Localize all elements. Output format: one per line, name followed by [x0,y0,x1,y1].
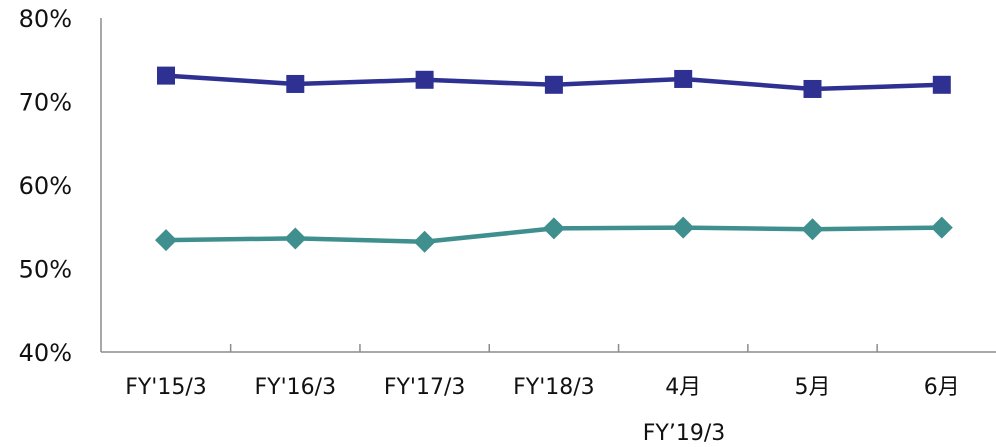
diamond-marker [931,217,953,239]
square-marker [545,76,563,94]
y-tick-label: 80% [19,5,72,33]
x-tick-label: 5月 [795,375,831,400]
x-axis-group-label: FY’19/3 [643,421,726,446]
square-marker [416,71,434,89]
x-axis-ticks [231,344,878,352]
x-tick-label: FY'17/3 [384,375,466,400]
diamond-marker [543,217,565,239]
square-marker [286,75,304,93]
x-tick-label: FY'18/3 [513,375,595,400]
x-tick-label: FY'15/3 [125,375,207,400]
diamond-marker [802,218,824,240]
diamond-marker [414,231,436,253]
x-tick-label: FY'16/3 [255,375,337,400]
y-tick-label: 60% [19,172,72,200]
series-layer [155,67,953,253]
series-2 [155,217,953,253]
diamond-marker [284,227,306,249]
diamond-marker [155,229,177,251]
x-axis-tick-labels: FY'15/3 FY'16/3 FY'17/3 FY'18/3 4月 5月 6月 [125,375,960,400]
x-tick-label: 4月 [665,375,701,400]
square-marker [933,76,951,94]
diamond-marker [672,217,694,239]
chart-axes [101,18,996,352]
y-tick-label: 70% [19,89,72,117]
y-axis-tick-labels: 40% 50% 60% 70% 80% [19,5,72,367]
series-1 [157,67,951,98]
square-marker [674,70,692,88]
y-tick-label: 40% [19,339,72,367]
square-marker [157,67,175,85]
x-tick-label: 6月 [924,375,960,400]
y-tick-label: 50% [19,256,72,284]
square-marker [804,80,822,98]
